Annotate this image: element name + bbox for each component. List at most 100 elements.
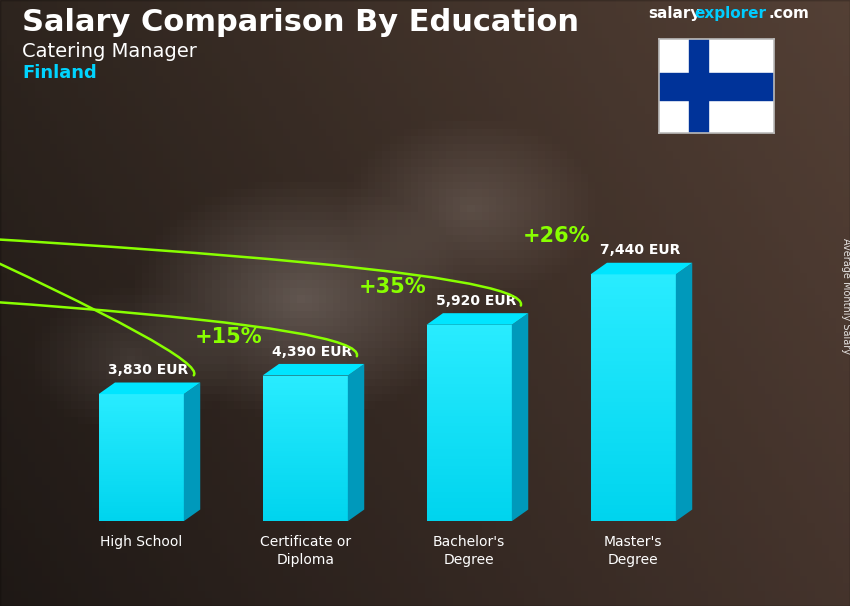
Bar xyxy=(591,459,676,464)
Bar xyxy=(99,460,184,462)
Bar xyxy=(263,461,348,463)
Bar xyxy=(263,463,348,465)
Bar xyxy=(99,464,184,466)
Bar xyxy=(591,319,676,324)
Bar xyxy=(427,436,512,439)
Bar xyxy=(689,39,708,133)
Bar xyxy=(263,497,348,499)
Bar xyxy=(591,381,676,385)
Bar xyxy=(99,405,184,407)
Bar xyxy=(263,419,348,422)
Bar xyxy=(263,485,348,487)
Bar xyxy=(591,398,676,402)
Bar xyxy=(591,455,676,459)
Bar xyxy=(99,504,184,507)
Bar xyxy=(427,419,512,423)
Bar xyxy=(263,451,348,453)
Bar xyxy=(427,348,512,351)
Bar xyxy=(99,491,184,494)
Bar xyxy=(591,303,676,307)
Bar xyxy=(591,488,676,492)
Polygon shape xyxy=(99,382,201,394)
Bar xyxy=(591,295,676,299)
Bar xyxy=(99,447,184,449)
Bar xyxy=(99,432,184,435)
Polygon shape xyxy=(512,313,528,521)
Bar xyxy=(99,479,184,481)
Bar xyxy=(591,344,676,348)
Bar xyxy=(591,324,676,328)
Bar xyxy=(427,475,512,479)
Bar xyxy=(99,470,184,473)
Bar xyxy=(99,443,184,445)
Bar xyxy=(591,282,676,287)
Bar xyxy=(263,511,348,514)
Bar xyxy=(591,476,676,480)
Bar xyxy=(427,338,512,341)
Bar xyxy=(99,424,184,426)
Bar xyxy=(263,507,348,509)
Bar xyxy=(427,374,512,377)
Bar xyxy=(263,516,348,519)
Bar xyxy=(591,451,676,455)
Bar xyxy=(427,354,512,358)
Bar xyxy=(99,473,184,474)
Bar xyxy=(427,325,512,328)
Bar xyxy=(99,401,184,402)
Bar xyxy=(591,509,676,513)
Bar xyxy=(427,426,512,430)
Bar xyxy=(263,480,348,482)
Bar xyxy=(263,402,348,405)
Bar xyxy=(591,505,676,509)
Bar xyxy=(591,410,676,415)
Bar xyxy=(591,501,676,505)
Bar xyxy=(591,369,676,373)
Bar xyxy=(99,411,184,413)
Bar xyxy=(263,407,348,410)
Bar xyxy=(591,311,676,316)
Text: Salary Comparison By Education: Salary Comparison By Education xyxy=(22,8,579,37)
Bar xyxy=(263,514,348,516)
Text: 7,440 EUR: 7,440 EUR xyxy=(599,244,680,258)
Bar xyxy=(263,398,348,400)
Bar xyxy=(427,485,512,488)
Text: +15%: +15% xyxy=(195,327,262,347)
Bar xyxy=(263,415,348,417)
Bar xyxy=(99,468,184,470)
Bar xyxy=(99,502,184,504)
Bar xyxy=(99,519,184,521)
Bar xyxy=(263,519,348,521)
Bar xyxy=(591,484,676,488)
Bar xyxy=(427,410,512,413)
Bar xyxy=(427,505,512,508)
Bar xyxy=(591,517,676,521)
Bar xyxy=(427,502,512,505)
Bar xyxy=(263,509,348,511)
Bar xyxy=(99,510,184,513)
Bar xyxy=(427,488,512,491)
Bar xyxy=(591,443,676,447)
Bar xyxy=(263,434,348,436)
Bar xyxy=(591,471,676,476)
Text: 5,920 EUR: 5,920 EUR xyxy=(435,294,516,308)
Bar xyxy=(591,336,676,340)
Bar xyxy=(263,468,348,470)
Bar xyxy=(427,358,512,361)
Bar xyxy=(263,395,348,398)
Bar xyxy=(263,431,348,434)
Bar xyxy=(263,504,348,507)
Bar xyxy=(263,499,348,502)
Bar xyxy=(99,477,184,479)
Bar xyxy=(263,422,348,424)
Text: salary: salary xyxy=(648,6,700,21)
Bar xyxy=(263,490,348,492)
Bar xyxy=(263,441,348,444)
Bar xyxy=(591,402,676,406)
Bar xyxy=(591,427,676,431)
Bar xyxy=(427,364,512,367)
Bar xyxy=(263,446,348,448)
Bar xyxy=(427,508,512,511)
Bar xyxy=(263,487,348,490)
Bar xyxy=(591,275,676,279)
Bar xyxy=(263,478,348,480)
